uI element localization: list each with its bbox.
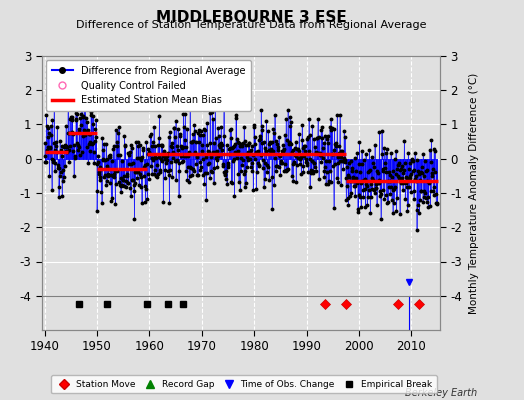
- Text: Difference of Station Temperature Data from Regional Average: Difference of Station Temperature Data f…: [77, 20, 427, 30]
- Text: MIDDLEBOURNE 3 ESE: MIDDLEBOURNE 3 ESE: [156, 10, 347, 25]
- Text: Berkeley Earth: Berkeley Earth: [405, 388, 477, 398]
- Legend: Station Move, Record Gap, Time of Obs. Change, Empirical Break: Station Move, Record Gap, Time of Obs. C…: [51, 376, 436, 394]
- Y-axis label: Monthly Temperature Anomaly Difference (°C): Monthly Temperature Anomaly Difference (…: [470, 72, 479, 314]
- Legend: Difference from Regional Average, Quality Control Failed, Estimated Station Mean: Difference from Regional Average, Qualit…: [46, 60, 251, 111]
